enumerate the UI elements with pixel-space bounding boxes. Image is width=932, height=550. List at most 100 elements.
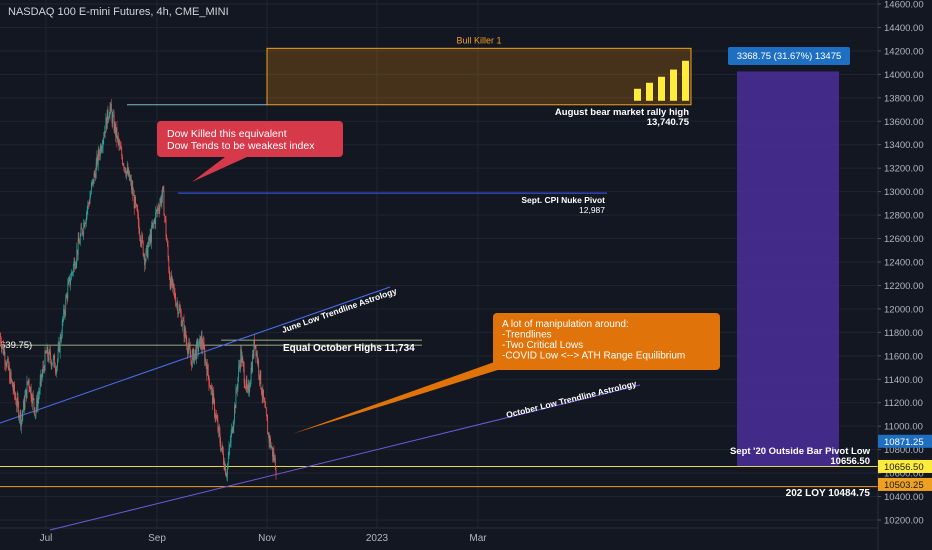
candle-body <box>240 349 242 367</box>
candle-body <box>228 447 230 458</box>
candle-body <box>20 411 22 427</box>
candle-body <box>110 103 112 108</box>
candle-body <box>221 445 223 448</box>
loy-label: 202 LOY 10484.75 <box>786 488 871 499</box>
candle-body <box>211 388 213 404</box>
candle-body <box>34 407 35 416</box>
candle-body <box>82 233 84 235</box>
candle-body <box>58 342 60 349</box>
candle-body <box>115 123 116 136</box>
measure-rect[interactable] <box>737 71 839 467</box>
candle-body <box>53 355 55 358</box>
orange-callout-text: -Two Critical Lows <box>502 340 583 351</box>
x-tick-label: 2023 <box>366 533 389 544</box>
candle-body <box>209 386 211 390</box>
aug-high-label: August bear market rally high <box>555 107 689 118</box>
candle-body <box>42 366 44 374</box>
candle-body <box>167 245 169 258</box>
candle-body <box>265 407 267 409</box>
y-tick-label: 12200.00 <box>884 281 924 292</box>
y-tick-label: 10800.00 <box>884 445 924 456</box>
candle-body <box>218 426 219 432</box>
candle-body <box>177 303 179 314</box>
candle-body <box>198 339 200 348</box>
candle-body <box>56 367 58 373</box>
candle-body <box>26 381 28 398</box>
october-trendline[interactable] <box>49 384 641 531</box>
candle-body <box>233 420 235 428</box>
candle-body <box>126 171 127 176</box>
candle-body <box>44 351 46 371</box>
bull-killer-rect[interactable] <box>266 47 692 106</box>
orange-callout-text: -Trendlines <box>502 330 552 341</box>
candle-body <box>110 103 112 112</box>
candle-body <box>243 367 245 384</box>
candle-body <box>220 443 222 451</box>
candle-body <box>140 242 142 245</box>
candle-body <box>9 368 11 383</box>
candle-body <box>122 156 123 165</box>
candle-body <box>74 266 76 269</box>
candle-body <box>198 347 199 352</box>
candle-body <box>151 225 152 243</box>
candle-body <box>135 203 137 206</box>
price-tag-label: 10871.25 <box>884 437 924 448</box>
candle-body <box>196 342 198 343</box>
y-tick-label: 12800.00 <box>884 211 924 222</box>
candle-body <box>245 387 246 389</box>
candle-body <box>32 394 33 404</box>
grid-lines <box>0 0 878 528</box>
orange-callout-box[interactable] <box>493 313 720 370</box>
candle-body <box>143 254 145 256</box>
candle-body <box>155 209 157 212</box>
candle-body <box>156 209 158 211</box>
candle-body <box>196 342 197 359</box>
candle-body <box>254 340 255 348</box>
candle-body <box>229 445 231 448</box>
candle-body <box>79 242 80 244</box>
candle-body <box>32 394 34 399</box>
candle-body <box>175 299 177 306</box>
candle-body <box>241 349 242 363</box>
candle-body <box>45 351 47 353</box>
candle-body <box>73 260 75 266</box>
candle-body <box>107 109 109 120</box>
y-tick-label: 11800.00 <box>884 328 923 339</box>
bull-killer-box[interactable]: Bull Killer 1 <box>266 35 692 106</box>
sept20-label: Sept '20 Outside Bar Pivot Low <box>730 446 871 457</box>
candle-body <box>96 155 98 164</box>
candle-body <box>86 213 87 222</box>
candle-body <box>78 238 80 243</box>
candle-body <box>224 464 226 470</box>
candle-body <box>105 117 107 133</box>
candle-body <box>270 437 271 448</box>
candle-body <box>227 463 228 475</box>
candle-body <box>136 205 138 211</box>
candle-body <box>106 117 107 129</box>
candle-body <box>23 400 25 409</box>
candle-body <box>55 369 57 373</box>
candle-body <box>226 474 228 477</box>
y-tick-label: 14600.00 <box>884 0 924 11</box>
candle-body <box>9 371 11 383</box>
candle-body <box>95 163 97 179</box>
candle-body <box>174 291 176 300</box>
price-axis[interactable]: 10200.00 10400.00 10600.00 10800.00 11000.00… <box>877 0 932 550</box>
candle-body <box>146 245 148 250</box>
candle-body <box>25 389 26 397</box>
price-axis-bg[interactable] <box>878 0 932 550</box>
candle-body <box>213 393 215 400</box>
candle-body <box>249 387 251 392</box>
candle-body <box>204 348 206 363</box>
candle-body <box>48 357 49 361</box>
red-callout-box[interactable] <box>157 121 343 157</box>
candle-body <box>200 336 202 349</box>
candle-body <box>104 131 106 133</box>
measure-tool[interactable]: 3368.75 (31.67%) 13475 <box>728 47 850 467</box>
bull-killer-bar <box>682 60 689 101</box>
candle-body <box>100 146 102 152</box>
